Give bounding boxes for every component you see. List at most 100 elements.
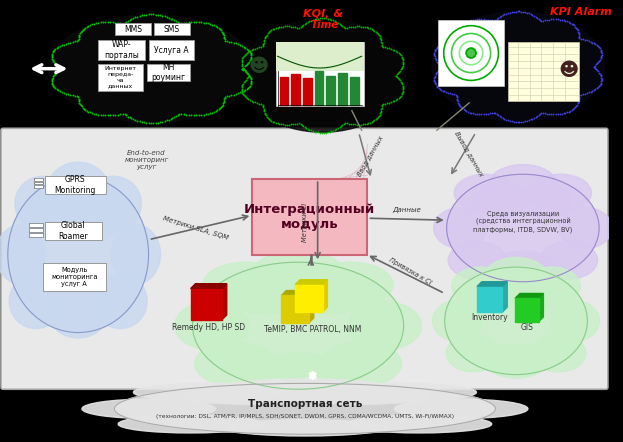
Point <box>280 23 290 30</box>
Point <box>74 98 84 105</box>
Point <box>595 81 605 88</box>
Point <box>397 79 407 86</box>
Text: GIS: GIS <box>520 323 533 332</box>
Point <box>542 16 552 23</box>
Point <box>52 45 62 52</box>
Point <box>128 116 138 123</box>
Point <box>186 111 196 118</box>
Point <box>328 127 338 134</box>
Point <box>113 111 123 118</box>
Text: Метрики CI: Метрики CI <box>302 202 308 242</box>
Point <box>245 82 255 89</box>
Point <box>597 51 607 58</box>
Ellipse shape <box>293 274 367 314</box>
Point <box>52 86 62 93</box>
Point <box>205 110 215 117</box>
Text: Global
Roamer: Global Roamer <box>59 221 88 240</box>
Point <box>224 92 234 99</box>
Point <box>246 52 256 59</box>
Point <box>82 107 92 114</box>
Point <box>553 16 563 23</box>
Point <box>239 79 249 86</box>
Point <box>203 20 213 27</box>
Point <box>237 65 247 72</box>
Point <box>467 17 477 24</box>
Point <box>237 87 247 94</box>
Point <box>531 13 541 20</box>
Point <box>310 128 320 135</box>
Point <box>596 80 606 88</box>
Point <box>237 59 247 66</box>
Point <box>159 118 169 125</box>
Point <box>452 34 462 41</box>
Point <box>452 94 462 101</box>
Point <box>262 113 272 120</box>
Point <box>231 40 241 47</box>
Point <box>315 129 325 136</box>
Point <box>120 111 130 118</box>
Ellipse shape <box>531 174 591 212</box>
Point <box>453 27 463 34</box>
Point <box>596 79 606 86</box>
Point <box>245 57 255 64</box>
Point <box>278 23 288 30</box>
Point <box>498 115 508 122</box>
Point <box>47 79 57 86</box>
Point <box>578 36 588 43</box>
Point <box>574 94 584 101</box>
Point <box>596 53 606 61</box>
Point <box>231 90 241 97</box>
Point <box>528 11 538 18</box>
Bar <box>477 286 502 312</box>
Point <box>532 112 542 119</box>
Point <box>302 125 312 132</box>
Bar <box>43 263 105 290</box>
Point <box>240 63 250 70</box>
Point <box>391 72 401 79</box>
Ellipse shape <box>193 262 404 389</box>
Ellipse shape <box>32 190 82 240</box>
Bar <box>29 233 43 237</box>
Point <box>546 16 556 23</box>
Point <box>395 93 405 100</box>
Point <box>589 63 599 70</box>
Point <box>242 49 252 56</box>
Point <box>436 86 446 93</box>
Point <box>587 88 597 95</box>
Point <box>574 91 584 99</box>
Point <box>430 81 440 88</box>
Point <box>235 89 245 96</box>
Point <box>245 81 255 88</box>
Point <box>557 16 567 23</box>
Point <box>130 117 140 124</box>
Point <box>245 48 255 55</box>
Point <box>148 11 158 18</box>
Point <box>227 91 237 99</box>
Point <box>217 29 227 36</box>
Point <box>287 121 297 128</box>
Bar <box>29 228 43 232</box>
Ellipse shape <box>47 162 110 221</box>
Point <box>237 61 247 69</box>
Point <box>325 15 335 23</box>
Point <box>261 32 271 39</box>
Point <box>391 72 401 79</box>
Point <box>374 33 384 40</box>
Point <box>98 111 108 118</box>
Point <box>191 112 201 119</box>
Bar <box>252 179 368 255</box>
Point <box>378 43 388 50</box>
Point <box>592 67 602 74</box>
Point <box>567 107 577 114</box>
Point <box>47 53 57 60</box>
Point <box>269 119 279 126</box>
Polygon shape <box>282 290 314 295</box>
Point <box>266 27 276 34</box>
Point <box>392 49 402 56</box>
Point <box>245 75 255 82</box>
Point <box>218 100 228 107</box>
Point <box>447 36 457 43</box>
Point <box>201 19 211 27</box>
Point <box>545 110 554 118</box>
Point <box>436 40 446 47</box>
